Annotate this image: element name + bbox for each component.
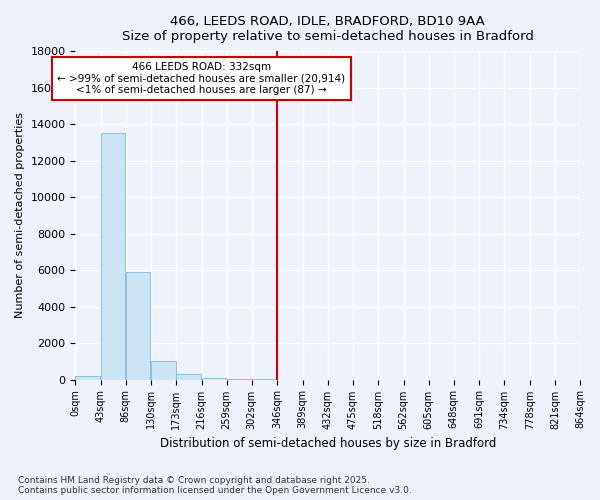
- Title: 466, LEEDS ROAD, IDLE, BRADFORD, BD10 9AA
Size of property relative to semi-deta: 466, LEEDS ROAD, IDLE, BRADFORD, BD10 9A…: [122, 15, 533, 43]
- Bar: [101, 133, 125, 380]
- Bar: [202, 378, 226, 380]
- Bar: [125, 272, 151, 380]
- Bar: [76, 376, 100, 380]
- X-axis label: Distribution of semi-detached houses by size in Bradford: Distribution of semi-detached houses by …: [160, 437, 496, 450]
- Bar: [227, 378, 251, 380]
- Text: Contains HM Land Registry data © Crown copyright and database right 2025.
Contai: Contains HM Land Registry data © Crown c…: [18, 476, 412, 495]
- Text: 466 LEEDS ROAD: 332sqm
← >99% of semi-detached houses are smaller (20,914)
<1% o: 466 LEEDS ROAD: 332sqm ← >99% of semi-de…: [58, 62, 346, 96]
- Bar: [151, 362, 176, 380]
- Y-axis label: Number of semi-detached properties: Number of semi-detached properties: [15, 112, 25, 318]
- Bar: [176, 374, 201, 380]
- Bar: [252, 379, 277, 380]
